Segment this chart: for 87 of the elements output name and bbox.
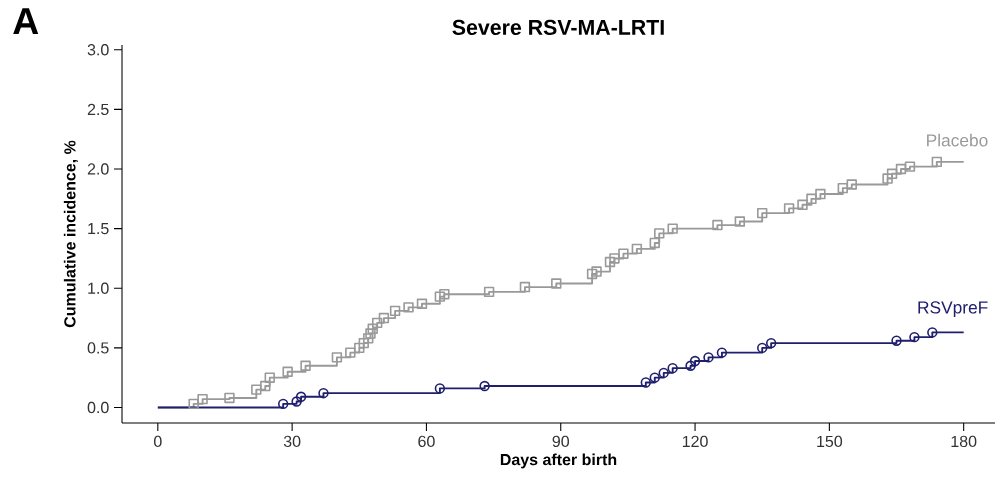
x-tick-label: 90 <box>552 435 570 448</box>
x-tick-label: 150 <box>817 435 843 448</box>
point <box>667 362 678 374</box>
point <box>295 391 307 402</box>
point <box>609 253 620 264</box>
point <box>282 366 293 377</box>
point <box>757 207 768 219</box>
point <box>434 291 446 302</box>
point <box>371 317 383 329</box>
point <box>927 327 938 338</box>
point <box>909 331 920 343</box>
point <box>931 156 943 168</box>
point <box>345 347 356 358</box>
y-tick-label: 0.0 <box>87 401 109 414</box>
point <box>403 302 414 313</box>
point <box>277 398 289 410</box>
point <box>904 161 916 172</box>
y-tick-label: 3.0 <box>87 44 109 56</box>
y-tick-label: 1.0 <box>88 282 109 294</box>
point <box>886 168 898 179</box>
point <box>765 337 777 349</box>
point <box>783 203 795 214</box>
y-tick-label: 1.5 <box>88 223 109 235</box>
y-tick-label: 2.5 <box>87 103 109 116</box>
series-label: RSVpreF <box>918 301 988 317</box>
point <box>685 360 696 371</box>
point <box>434 383 446 394</box>
y-tick-label: 0.5 <box>87 342 109 354</box>
point <box>806 193 817 205</box>
point <box>703 352 714 363</box>
point <box>378 312 390 324</box>
point <box>354 342 365 354</box>
point <box>318 387 329 399</box>
point <box>846 179 857 190</box>
point <box>224 392 235 404</box>
point <box>264 372 275 383</box>
point <box>837 182 848 194</box>
point <box>658 367 669 379</box>
point <box>640 377 652 388</box>
point <box>260 380 271 392</box>
point <box>586 268 598 280</box>
point <box>649 372 660 383</box>
point <box>389 305 401 317</box>
x-tick-label: 180 <box>951 435 977 448</box>
point <box>197 393 208 405</box>
x-tick-label: 30 <box>283 435 301 448</box>
point <box>367 323 378 334</box>
point <box>712 219 723 231</box>
y-axis-title: Cumulative incidence, % <box>63 140 78 328</box>
point <box>654 228 665 239</box>
point <box>358 337 369 349</box>
point <box>251 384 262 395</box>
point <box>689 355 701 367</box>
x-tick-label: 0 <box>154 435 162 448</box>
point <box>365 328 376 339</box>
series-label: Placebo <box>927 133 988 147</box>
point <box>757 342 768 354</box>
point <box>519 281 531 293</box>
point <box>815 188 826 200</box>
y-tick-label: 2.0 <box>87 163 109 175</box>
point <box>734 216 746 227</box>
point <box>591 266 602 277</box>
point <box>604 256 616 268</box>
point <box>716 347 728 358</box>
x-axis-title: Days after birth <box>500 453 617 469</box>
point <box>618 248 629 259</box>
point <box>891 335 902 346</box>
point <box>797 199 808 210</box>
point <box>300 360 311 371</box>
point <box>479 380 490 392</box>
point <box>895 163 907 175</box>
point <box>291 396 302 407</box>
chart-title: Severe RSV-MA-LRTI <box>452 19 664 35</box>
x-tick-label: 120 <box>682 435 708 448</box>
point <box>188 398 199 410</box>
point <box>363 333 374 344</box>
point <box>631 243 643 255</box>
point <box>416 298 428 309</box>
x-tick-label: 60 <box>418 435 435 448</box>
point <box>551 278 562 289</box>
point <box>439 289 450 300</box>
point <box>331 352 343 363</box>
point <box>483 286 495 298</box>
point <box>667 223 678 234</box>
text: A <box>13 8 39 34</box>
point <box>882 173 893 184</box>
point <box>649 237 660 249</box>
